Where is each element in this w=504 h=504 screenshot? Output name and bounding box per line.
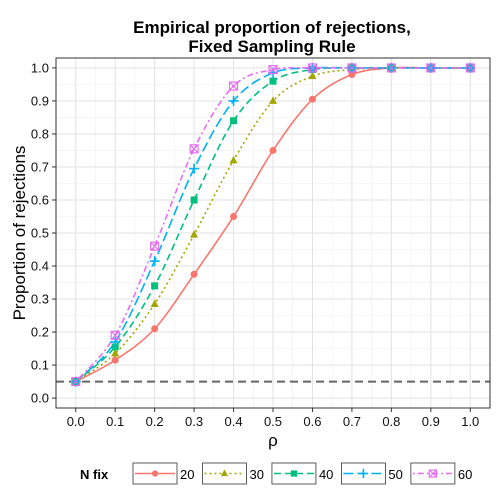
- y-tick-label: 0.1: [31, 358, 49, 373]
- legend-title: N fix: [80, 467, 109, 482]
- x-tick-label: 0.8: [382, 414, 400, 429]
- x-tick-label: 0.4: [225, 414, 243, 429]
- y-tick-label: 1.0: [31, 60, 49, 75]
- data-point-50: [149, 256, 160, 267]
- data-point-20: [230, 212, 238, 220]
- legend-marker-20: [151, 470, 159, 477]
- y-tick-label: 0.5: [31, 226, 49, 241]
- x-tick-label: 0.6: [303, 414, 321, 429]
- legend-label-30: 30: [249, 467, 263, 482]
- data-point-40: [269, 77, 277, 85]
- x-tick-label: 0.0: [67, 414, 85, 429]
- data-point-40: [151, 282, 159, 290]
- legend-marker-40: [290, 470, 298, 477]
- x-tick-label: 0.7: [343, 414, 361, 429]
- legend-marker-50: [358, 468, 369, 479]
- data-point-30: [111, 349, 120, 357]
- data-point-20: [111, 356, 119, 364]
- series-line-40: [75, 66, 471, 383]
- data-point-60: [386, 63, 396, 73]
- data-point-50: [189, 163, 200, 174]
- data-point-30: [308, 71, 317, 80]
- y-tick-label: 0.9: [31, 93, 49, 108]
- data-point-60: [150, 241, 160, 251]
- y-axis-label: Proportion of rejections: [10, 146, 29, 321]
- legend-label-60: 60: [458, 467, 472, 482]
- x-axis-ticks: 0.0 0.1 0.2 0.3 0.4 0.5 0.6 0.7 0.8 0.9 1.0: [67, 408, 479, 429]
- legend-label-20: 20: [180, 467, 194, 482]
- data-point-60: [268, 65, 278, 75]
- x-axis-label: ρ: [268, 431, 278, 450]
- data-point-20: [308, 95, 316, 103]
- data-point-60: [307, 63, 318, 73]
- legend-label-50: 50: [388, 467, 402, 482]
- data-point-30: [150, 299, 159, 307]
- data-point-20: [269, 146, 277, 154]
- series-line-60: [75, 66, 471, 383]
- data-point-60: [189, 144, 199, 154]
- x-tick-label: 0.2: [146, 414, 164, 429]
- data-point-60: [465, 63, 475, 73]
- data-point-60: [228, 81, 239, 91]
- data-point-60: [110, 330, 120, 340]
- series-markers: [70, 62, 476, 387]
- y-tick-label: 0.2: [31, 325, 49, 340]
- data-point-50: [228, 95, 239, 106]
- data-point-40: [190, 196, 198, 204]
- data-point-50: [110, 336, 121, 347]
- x-tick-label: 0.9: [422, 414, 440, 429]
- chart-title-line-2: Fixed Sampling Rule: [188, 37, 355, 56]
- data-point-30: [190, 230, 199, 238]
- y-tick-label: 0.7: [31, 159, 49, 174]
- y-tick-label: 0.4: [31, 259, 49, 274]
- y-tick-label: 0.6: [31, 192, 49, 207]
- data-point-20: [348, 71, 356, 79]
- x-tick-label: 0.5: [264, 414, 282, 429]
- data-point-30: [229, 155, 238, 164]
- data-point-60: [71, 377, 81, 387]
- x-tick-label: 0.1: [106, 414, 124, 429]
- legend-marker-30: [220, 469, 229, 477]
- series-line-50: [75, 66, 471, 383]
- chart-title-line-1: Empirical proportion of rejections,: [133, 18, 411, 37]
- data-point-30: [269, 96, 277, 104]
- legend: N fix 20 30 40 50 60: [80, 462, 472, 485]
- data-point-40: [230, 117, 238, 125]
- x-tick-label: 0.3: [185, 414, 203, 429]
- x-tick-label: 1.0: [461, 414, 479, 429]
- y-axis-ticks: 0.0 0.1 0.2 0.3 0.4 0.5 0.6 0.7 0.8 0.9 1.0: [31, 60, 56, 406]
- y-tick-label: 0.8: [31, 126, 49, 141]
- data-point-60: [347, 63, 357, 73]
- data-point-20: [151, 325, 159, 333]
- data-point-20: [190, 270, 198, 278]
- legend-marker-60: [428, 469, 438, 478]
- data-point-60: [426, 63, 436, 73]
- legend-label-40: 40: [319, 467, 333, 482]
- y-tick-label: 0.0: [31, 391, 49, 406]
- y-tick-label: 0.3: [31, 292, 49, 307]
- series-line-30: [75, 66, 471, 383]
